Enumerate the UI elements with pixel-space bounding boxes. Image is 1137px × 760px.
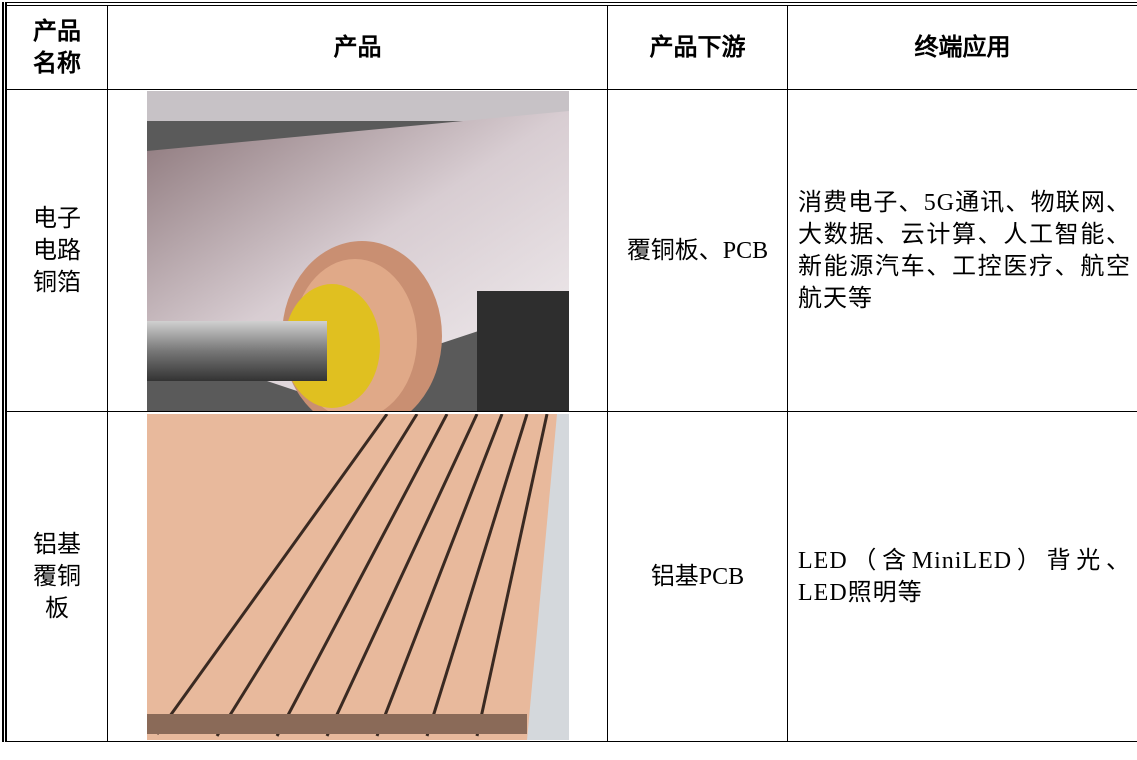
product-name: 铝基覆铜板: [32, 529, 82, 625]
cell: 消费电子、5G通讯、物联网、大数据、云计算、人工智能、新能源汽车、工控医疗、航空…: [788, 90, 1137, 412]
header-cell: 终端应用: [788, 4, 1137, 90]
row: 电子电路铜箔 覆铜板、PCB 消费电子、5G通讯、物联网、大数据、云计算、人工智…: [5, 90, 1137, 412]
product-table: 产品名称 产品 产品下游 终端应用 电子电路铜箔 覆铜板、PCB 消: [2, 2, 1137, 742]
image-cell: [108, 412, 608, 742]
header-row: 产品名称 产品 产品下游 终端应用: [5, 4, 1137, 90]
clad-board-photo: [147, 414, 569, 740]
cell: 铝基覆铜板: [5, 412, 108, 742]
copper-foil-photo: [147, 91, 569, 411]
cell: 电子电路铜箔: [5, 90, 108, 412]
cell: 铝基PCB: [608, 412, 788, 742]
application: LED（含MiniLED）背光、LED照明等: [788, 545, 1137, 609]
image-cell: [108, 90, 608, 412]
cell: 覆铜板、PCB: [608, 90, 788, 412]
application: 消费电子、5G通讯、物联网、大数据、云计算、人工智能、新能源汽车、工控医疗、航空…: [788, 187, 1137, 315]
header-cell: 产品下游: [608, 4, 788, 90]
product-name: 电子电路铜箔: [32, 203, 82, 299]
header-text: 产品名称: [32, 16, 82, 80]
row: 铝基覆铜板 铝基PCB LED（含MiniLED）背光、LED照明等: [5, 412, 1137, 742]
header-cell: 产品: [108, 4, 608, 90]
cell: LED（含MiniLED）背光、LED照明等: [788, 412, 1137, 742]
header-cell: 产品名称: [5, 4, 108, 90]
